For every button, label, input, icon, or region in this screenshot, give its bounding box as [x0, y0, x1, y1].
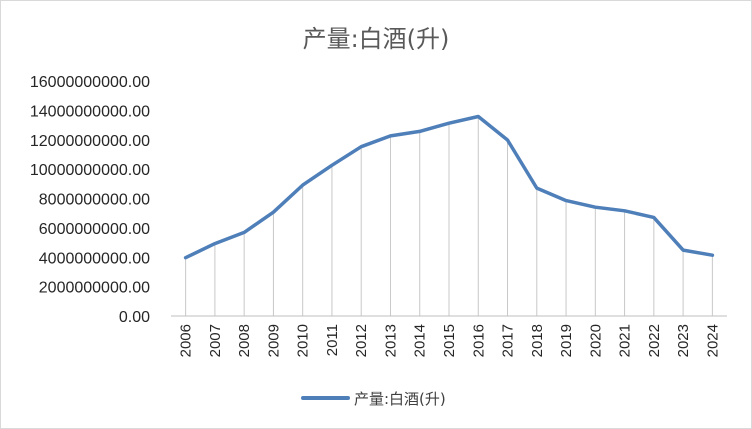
data-point — [681, 248, 685, 252]
x-axis: 2006 2007 2008 2009 2010 2011 2012 2013 2014 2015… — [178, 324, 722, 357]
x-tick-label: 2014 — [412, 324, 429, 357]
x-tick-label: 2019 — [558, 324, 575, 357]
data-point — [271, 210, 275, 214]
x-tick-label: 2020 — [587, 324, 604, 357]
data-point — [710, 253, 714, 257]
x-tick-label: 2013 — [382, 324, 399, 357]
y-tick-label: 10000000000.00 — [30, 162, 150, 179]
data-point — [388, 134, 392, 138]
x-tick-label: 2011 — [324, 324, 341, 356]
legend: 产量:白酒(升) — [301, 390, 446, 408]
data-point — [330, 163, 334, 167]
legend-label-series: 产量:白酒(升) — [354, 390, 446, 408]
y-tick-label: 12000000000.00 — [30, 133, 150, 150]
x-tick-label: 2007 — [207, 324, 224, 357]
y-tick-label: 16000000000.00 — [30, 74, 150, 91]
data-point — [535, 186, 539, 190]
x-tick-label: 2010 — [295, 324, 312, 357]
data-point — [593, 205, 597, 209]
data-point — [564, 199, 568, 203]
x-tick-label: 2008 — [236, 324, 253, 357]
chart-title: 产量:白酒(升) — [303, 25, 450, 53]
x-tick-label: 2022 — [646, 324, 663, 357]
data-point — [623, 209, 627, 213]
data-point — [418, 129, 422, 133]
drop-lines — [185, 116, 713, 316]
data-point — [506, 138, 510, 142]
data-point — [301, 183, 305, 187]
x-tick-label: 2006 — [178, 324, 195, 357]
x-tick-label: 2017 — [500, 324, 517, 357]
x-tick-label: 2015 — [441, 324, 458, 357]
x-tick-label: 2016 — [470, 324, 487, 357]
x-tick-label: 2012 — [353, 324, 370, 357]
series-line — [183, 114, 715, 260]
x-tick-label: 2024 — [704, 324, 721, 357]
y-tick-label: 2000000000.00 — [39, 280, 150, 297]
x-tick-label: 2021 — [617, 324, 634, 357]
x-tick-label: 2023 — [675, 324, 692, 357]
data-point — [184, 256, 188, 260]
y-tick-label: 0.00 — [119, 309, 150, 326]
x-tick-label: 2018 — [529, 324, 546, 357]
data-point — [213, 242, 217, 246]
y-tick-label: 6000000000.00 — [39, 221, 150, 238]
data-point — [447, 121, 451, 125]
y-axis: 0.00 2000000000.00 4000000000.00 6000000000… — [30, 74, 150, 326]
y-tick-label: 8000000000.00 — [39, 192, 150, 209]
x-tick-label: 2009 — [265, 324, 282, 357]
y-tick-label: 14000000000.00 — [30, 103, 150, 120]
data-point — [242, 230, 246, 234]
data-point — [359, 145, 363, 149]
data-point — [652, 215, 656, 219]
y-tick-label: 4000000000.00 — [39, 250, 150, 267]
data-point — [476, 115, 480, 119]
series-group — [183, 114, 715, 260]
